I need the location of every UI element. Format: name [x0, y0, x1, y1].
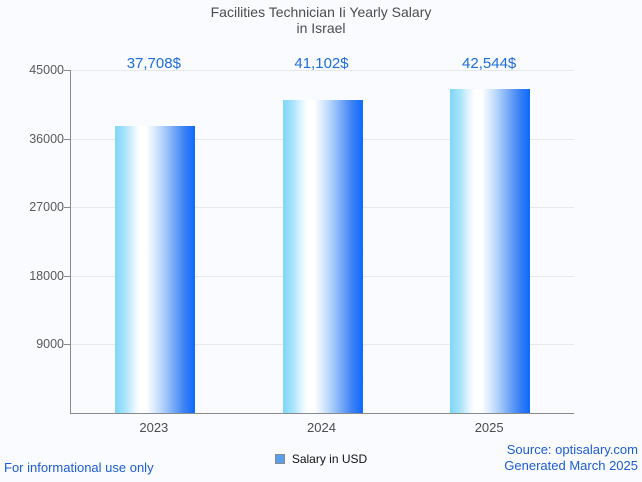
chart-title-line1: Facilities Technician Ii Yearly Salary: [210, 4, 432, 20]
chart-title-line2: in Israel: [296, 20, 346, 36]
legend-item: Salary in USD: [274, 452, 368, 466]
value-label: 41,102$: [294, 55, 349, 72]
y-tick-mark: [64, 275, 70, 277]
gridline: [71, 70, 574, 71]
source-text: Source: optisalary.com: [506, 442, 638, 457]
x-tick-label: 2024: [307, 420, 336, 435]
y-tick-label: 18000: [29, 268, 64, 283]
bar-2023: [114, 126, 195, 413]
disclaimer-text: For informational use only: [4, 460, 154, 475]
y-tick-label: 45000: [29, 63, 64, 77]
y-tick-mark: [64, 344, 70, 346]
plot-area: [70, 70, 574, 414]
value-label: 37,708$: [126, 55, 181, 72]
generated-text: Generated March 2025: [504, 458, 638, 473]
y-tick-label: 36000: [29, 131, 64, 146]
y-tick-mark: [64, 207, 70, 209]
y-tick-label: 9000: [36, 337, 64, 352]
y-tick-mark: [64, 70, 70, 71]
source-block: Source: optisalary.com Generated March 2…: [504, 442, 638, 474]
chart-title: Facilities Technician Ii Yearly Salary i…: [0, 4, 642, 36]
value-label: 42,544$: [462, 55, 517, 72]
bar-2024: [282, 100, 363, 413]
legend-swatch-icon: [274, 454, 285, 464]
x-tick-label: 2025: [474, 420, 504, 435]
legend-label: Salary in USD: [291, 452, 368, 466]
y-tick-label: 27000: [29, 200, 64, 215]
x-tick-label: 2023: [139, 420, 169, 435]
legend: Salary in USD: [0, 452, 642, 467]
bar-2025: [450, 89, 531, 413]
y-tick-mark: [64, 138, 70, 140]
